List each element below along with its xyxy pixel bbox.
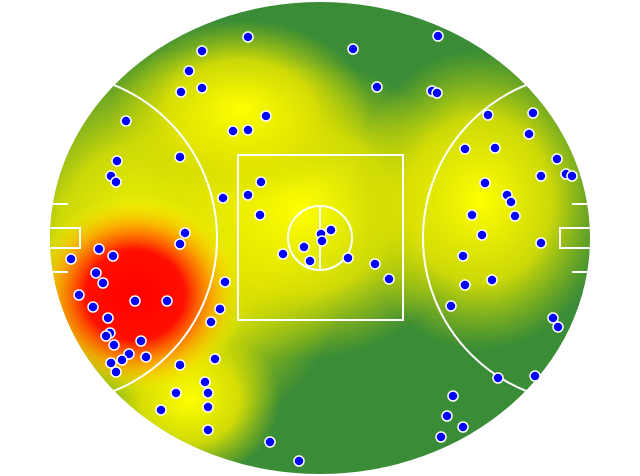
point	[242, 31, 254, 43]
point	[102, 312, 114, 324]
point	[202, 424, 214, 436]
point	[441, 410, 453, 422]
point	[293, 455, 305, 467]
point	[135, 335, 147, 347]
point	[202, 401, 214, 413]
point	[347, 43, 359, 55]
point	[277, 248, 289, 260]
point	[264, 436, 276, 448]
point	[482, 109, 494, 121]
point	[202, 387, 214, 399]
point	[527, 107, 539, 119]
point	[196, 45, 208, 57]
point	[111, 155, 123, 167]
point	[459, 279, 471, 291]
point	[205, 316, 217, 328]
point	[217, 192, 229, 204]
point	[260, 110, 272, 122]
point	[445, 300, 457, 312]
point	[65, 253, 77, 265]
point	[254, 209, 266, 221]
point	[174, 151, 186, 163]
point	[535, 170, 547, 182]
point	[174, 238, 186, 250]
point	[73, 289, 85, 301]
point	[566, 170, 578, 182]
point	[431, 87, 443, 99]
point	[489, 142, 501, 154]
point	[486, 274, 498, 286]
point	[529, 370, 541, 382]
point	[369, 258, 381, 270]
point	[87, 301, 99, 313]
point	[129, 295, 141, 307]
point	[505, 196, 517, 208]
point	[435, 431, 447, 443]
point	[100, 330, 112, 342]
point	[219, 276, 231, 288]
point	[342, 252, 354, 264]
point	[547, 312, 559, 324]
point	[242, 189, 254, 201]
point	[457, 250, 469, 262]
point	[209, 353, 221, 365]
point	[175, 86, 187, 98]
point	[196, 82, 208, 94]
point	[479, 177, 491, 189]
point	[110, 176, 122, 188]
point	[105, 357, 117, 369]
point	[97, 277, 109, 289]
point	[110, 366, 122, 378]
point	[155, 404, 167, 416]
point	[255, 176, 267, 188]
point	[509, 210, 521, 222]
point	[174, 359, 186, 371]
point	[298, 241, 310, 253]
point	[459, 143, 471, 155]
point	[325, 224, 337, 236]
point	[432, 30, 444, 42]
point	[161, 295, 173, 307]
point	[466, 209, 478, 221]
point	[304, 255, 316, 267]
point	[552, 321, 564, 333]
point	[179, 227, 191, 239]
point	[227, 125, 239, 137]
point	[199, 376, 211, 388]
point	[242, 124, 254, 136]
point	[107, 250, 119, 262]
point	[457, 421, 469, 433]
point	[214, 303, 226, 315]
point	[383, 273, 395, 285]
point	[492, 372, 504, 384]
point	[535, 237, 547, 249]
point	[108, 339, 120, 351]
point	[140, 351, 152, 363]
point	[170, 387, 182, 399]
point	[476, 229, 488, 241]
point	[116, 354, 128, 366]
point	[90, 267, 102, 279]
point	[447, 390, 459, 402]
point	[523, 128, 535, 140]
point	[316, 235, 328, 247]
point	[120, 115, 132, 127]
point	[551, 153, 563, 165]
point	[183, 65, 195, 77]
point	[371, 81, 383, 93]
point	[93, 243, 105, 255]
